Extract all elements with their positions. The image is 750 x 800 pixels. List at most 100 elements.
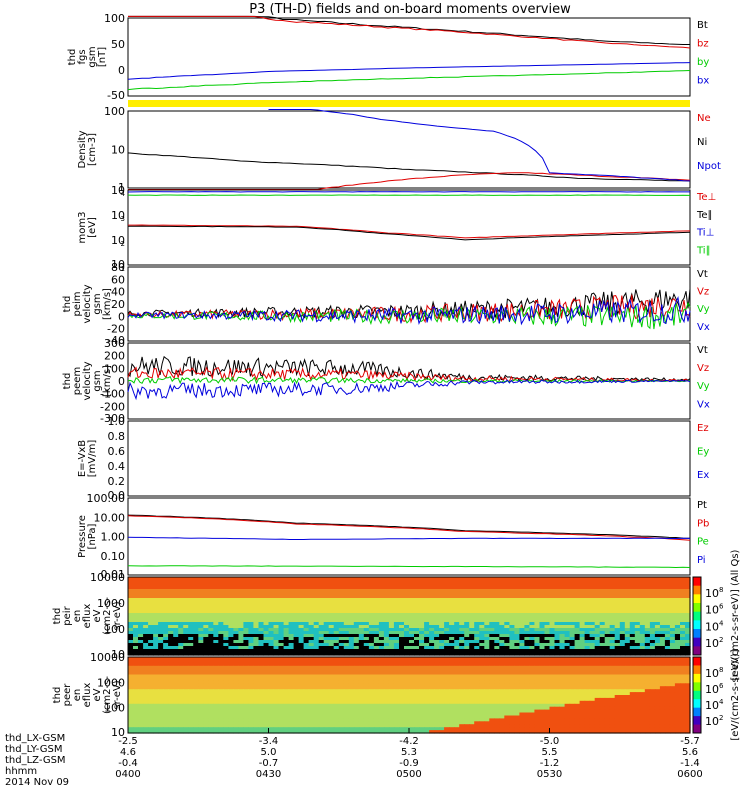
heatmap-cell [499,671,505,676]
heatmap-cell [193,595,199,599]
heatmap-cell [313,583,320,587]
heatmap-cell [388,631,395,635]
heatmap-cell [569,686,576,690]
heatmap-cell [148,657,154,661]
heatmap-cell [509,637,515,641]
heatmap-cell [654,622,661,626]
heatmap-cell [218,657,224,661]
heatmap-cell [198,613,204,617]
heatmap-cell [634,637,641,641]
heatmap-cell [253,646,259,650]
heatmap-cell [313,625,320,629]
heatmap-cell [669,625,676,629]
heatmap-cell [459,586,465,590]
heatmap-cell [514,592,520,596]
heatmap-cell [278,665,285,670]
heatmap-cell [419,634,425,638]
heatmap-cell [273,646,280,650]
heatmap-cell [183,598,189,602]
heatmap-cell [368,665,375,670]
heatmap-cell [393,628,400,632]
heatmap-cell [353,595,360,599]
heatmap-cell [128,580,134,584]
heatmap-cell [439,577,445,581]
heatmap-cell [368,601,375,605]
heatmap-cell [333,586,340,590]
heatmap-cell [278,604,285,608]
heatmap-cell [459,643,465,647]
heatmap-cell [454,674,460,678]
heatmap-cell [258,646,265,650]
heatmap-cell [549,634,556,638]
heatmap-cell [504,607,510,611]
heatmap-cell [504,610,510,614]
heatmap-cell [519,577,525,581]
heatmap-cell [414,583,420,587]
heatmap-cell [243,601,249,605]
heatmap-cell [183,604,189,608]
heatmap-cell [388,683,395,687]
heatmap-cell [639,671,646,676]
heatmap-cell [424,586,430,590]
heatmap-cell [504,640,510,644]
heatmap-cell [393,668,400,673]
heatmap-cell [664,583,671,587]
heatmap-cell [173,652,179,656]
heatmap-cell [669,628,676,632]
heatmap-cell [248,700,254,705]
heatmap-cell [143,659,149,664]
heatmap-cell [178,677,184,681]
panel-2-frame [127,189,691,266]
heatmap-cell [343,671,350,676]
heatmap-cell [469,622,475,626]
heatmap-cell [358,601,365,605]
heatmap-cell [253,607,259,611]
heatmap-cell [504,595,510,599]
heatmap-cell [388,616,395,620]
heatmap-cell [188,586,194,590]
heatmap-cell [198,625,204,629]
colorbar-frame [692,576,702,656]
heatmap-cell [363,595,370,599]
heatmap-cell [158,634,164,638]
heatmap-cell [489,589,495,593]
heatmap-cell [358,598,365,602]
heatmap-cell [414,589,420,593]
heatmap-cell [494,695,500,699]
heatmap-cell [589,637,596,641]
heatmap-cell [243,659,249,664]
heatmap-cell [464,598,470,602]
heatmap-cell [554,595,561,599]
heatmap-cell [454,607,460,611]
heatmap-cell [414,643,420,647]
heatmap-cell [564,631,571,635]
heatmap-cell [439,640,445,644]
heatmap-cell [444,616,450,620]
heatmap-cell [333,686,340,690]
heatmap-cell [614,589,621,593]
heatmap-cell [148,659,154,664]
heatmap-cell [143,683,149,687]
heatmap-cell [273,674,280,678]
heatmap-cell [549,613,556,617]
heatmap-cell [318,657,325,661]
heatmap-cell [293,680,300,684]
heatmap-cell [685,659,691,664]
heatmap-cell [353,697,360,702]
heatmap-cell [183,646,189,650]
heatmap-cell [574,616,581,620]
heatmap-cell [680,686,686,690]
heatmap-cell [153,646,159,650]
heatmap-cell [569,616,576,620]
heatmap-cell [138,700,144,705]
heatmap-cell [173,692,179,696]
heatmap-cell [218,683,224,687]
heatmap-cell [268,649,275,653]
heatmap-cell [258,680,265,684]
heatmap-cell [464,604,470,608]
heatmap-cell [253,619,259,623]
heatmap-cell [685,631,691,635]
heatmap-cell [388,703,395,708]
heatmap-cell [644,703,651,708]
heatmap-cell [238,595,244,599]
